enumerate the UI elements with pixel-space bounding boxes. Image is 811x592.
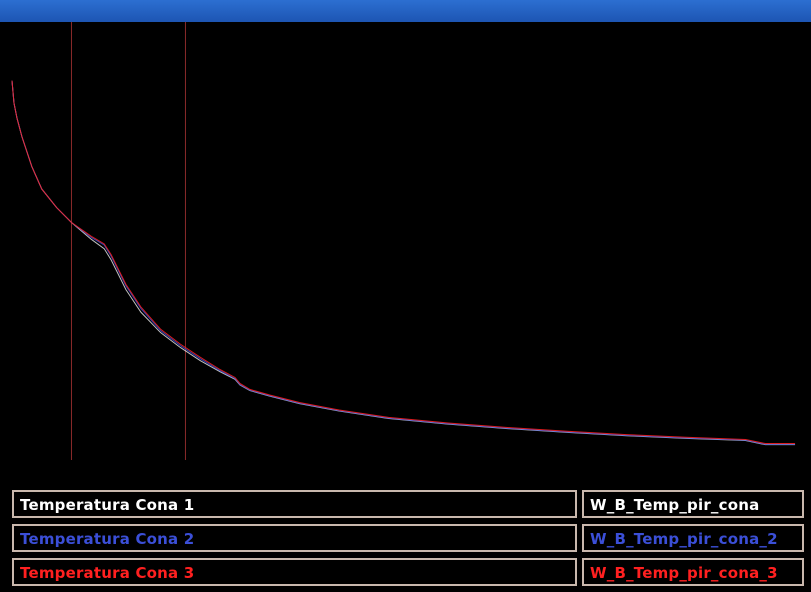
pen-name: Temperatura Cona 3 <box>20 564 195 582</box>
pen-name-cell: Temperatura Cona 3 <box>12 558 577 586</box>
series-line-2 <box>11 80 796 445</box>
pen-variable: W_B_Temp_pir_cona_2 <box>590 530 778 548</box>
legend-row-2[interactable]: Temperatura Cona 2 W_B_Temp_pir_cona_2 <box>12 524 807 554</box>
trend-chart <box>11 22 796 460</box>
top-toolbar <box>0 0 811 22</box>
pen-name: Temperatura Cona 1 <box>20 496 195 514</box>
pen-variable-cell: W_B_Temp_pir_cona <box>582 490 804 518</box>
pen-name-cell: Temperatura Cona 1 <box>12 490 577 518</box>
series-line-1 <box>11 80 796 446</box>
pen-legend: Temperatura Cona 1 W_B_Temp_pir_cona Tem… <box>12 490 807 592</box>
series-line-3 <box>11 80 796 445</box>
pen-name-cell: Temperatura Cona 2 <box>12 524 577 552</box>
pen-variable: W_B_Temp_pir_cona <box>590 496 760 514</box>
pen-variable: W_B_Temp_pir_cona_3 <box>590 564 778 582</box>
x-axis-scale <box>8 460 811 484</box>
legend-row-3[interactable]: Temperatura Cona 3 W_B_Temp_pir_cona_3 <box>12 558 807 588</box>
legend-row-1[interactable]: Temperatura Cona 1 W_B_Temp_pir_cona <box>12 490 807 520</box>
pen-variable-cell: W_B_Temp_pir_cona_3 <box>582 558 804 586</box>
pen-variable-cell: W_B_Temp_pir_cona_2 <box>582 524 804 552</box>
pen-name: Temperatura Cona 2 <box>20 530 195 548</box>
